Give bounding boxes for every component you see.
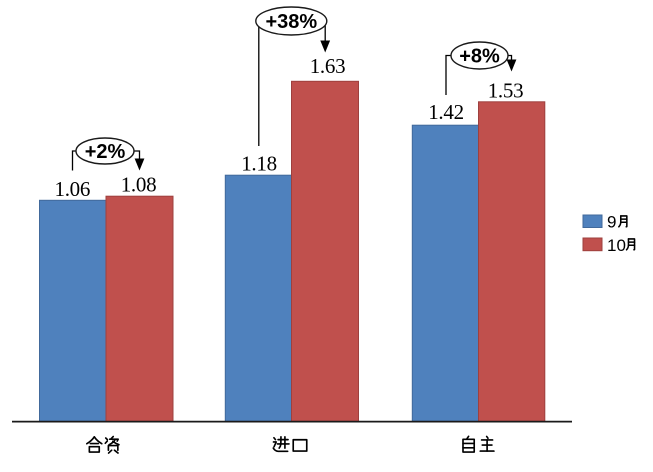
svg-text:+2%: +2%	[85, 141, 126, 163]
svg-text:1.18: 1.18	[241, 152, 277, 176]
svg-text:1.08: 1.08	[121, 172, 157, 196]
svg-text:9: 9	[607, 213, 616, 232]
svg-text:+38%: +38%	[265, 11, 317, 33]
svg-text:10: 10	[607, 236, 626, 255]
svg-text:1.42: 1.42	[428, 100, 464, 124]
svg-text:1.06: 1.06	[55, 177, 91, 201]
svg-text:1.63: 1.63	[310, 54, 346, 78]
svg-text:1.53: 1.53	[488, 78, 524, 102]
svg-text:+8%: +8%	[459, 46, 500, 68]
